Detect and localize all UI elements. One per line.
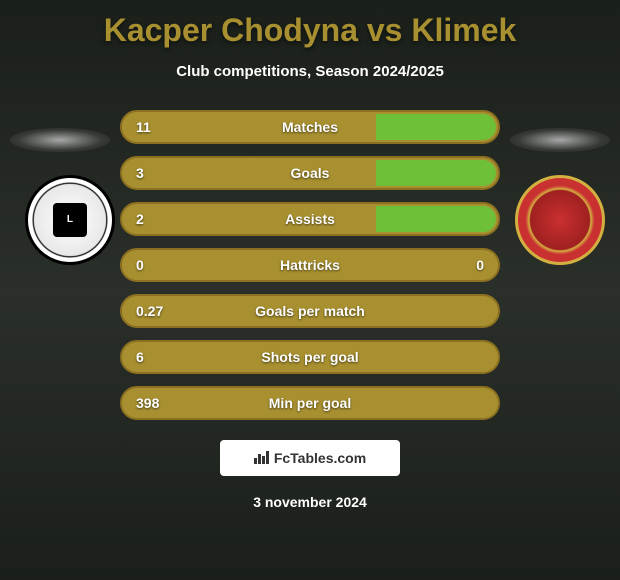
stat-label: Shots per goal bbox=[261, 349, 358, 365]
stat-value-left: 2 bbox=[136, 211, 144, 227]
team-shadow-left bbox=[10, 128, 110, 152]
team-shadow-right bbox=[510, 128, 610, 152]
stat-value-left: 6 bbox=[136, 349, 144, 365]
subtitle: Club competitions, Season 2024/2025 bbox=[0, 63, 620, 80]
stat-label: Min per goal bbox=[269, 395, 351, 411]
stat-highlight bbox=[376, 160, 496, 186]
team-badge-right bbox=[515, 175, 605, 265]
stat-row-assists: 2 Assists 2 bbox=[120, 202, 500, 236]
stat-row-mpg: 398 Min per goal bbox=[120, 386, 500, 420]
stat-row-gpm: 0.27 Goals per match bbox=[120, 294, 500, 328]
stat-value-right: 0 bbox=[476, 257, 484, 273]
stat-row-matches: 11 Matches 3 bbox=[120, 110, 500, 144]
stat-label: Goals per match bbox=[255, 303, 365, 319]
footer-date: 3 november 2024 bbox=[0, 494, 620, 510]
stat-label: Assists bbox=[285, 211, 335, 227]
stat-highlight bbox=[376, 114, 496, 140]
team-badge-left: L bbox=[25, 175, 115, 265]
footer-logo-text: FcTables.com bbox=[274, 450, 366, 466]
footer-logo[interactable]: FcTables.com bbox=[220, 440, 400, 476]
stat-value-left: 398 bbox=[136, 395, 159, 411]
stat-row-goals: 3 Goals 0 bbox=[120, 156, 500, 190]
stats-container: 11 Matches 3 3 Goals 0 2 Assists 2 0 Hat… bbox=[120, 110, 500, 420]
stat-value-left: 0 bbox=[136, 257, 144, 273]
stat-value-left: 0.27 bbox=[136, 303, 163, 319]
stat-highlight bbox=[376, 206, 496, 232]
stat-label: Goals bbox=[291, 165, 330, 181]
page-title: Kacper Chodyna vs Klimek bbox=[0, 0, 620, 49]
team-badge-left-inner: L bbox=[53, 203, 87, 237]
stat-row-spg: 6 Shots per goal bbox=[120, 340, 500, 374]
stat-value-left: 11 bbox=[136, 119, 151, 135]
stat-value-left: 3 bbox=[136, 165, 144, 181]
chart-icon bbox=[254, 450, 270, 467]
stat-label: Matches bbox=[282, 119, 338, 135]
stat-row-hattricks: 0 Hattricks 0 bbox=[120, 248, 500, 282]
stat-label: Hattricks bbox=[280, 257, 340, 273]
